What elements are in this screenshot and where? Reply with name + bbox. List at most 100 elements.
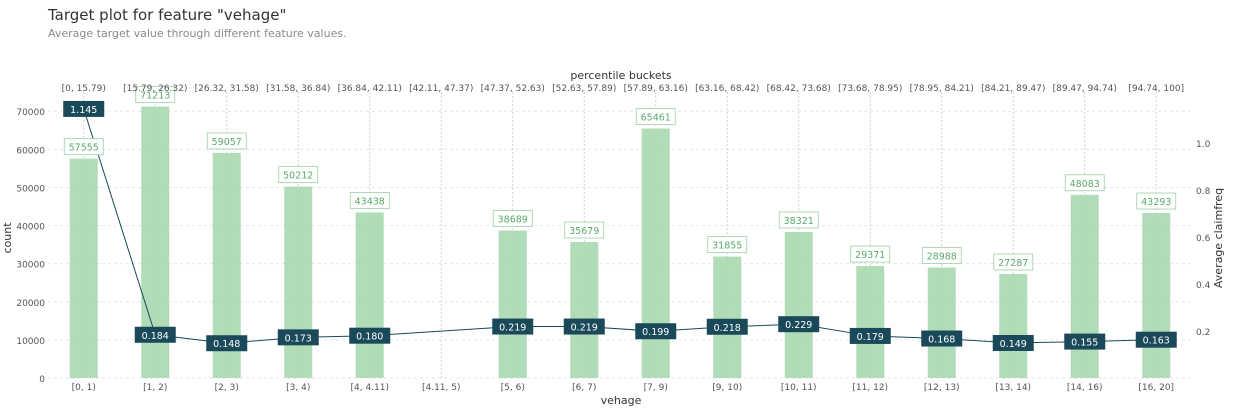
x-tick-label: [12, 13)	[924, 383, 960, 393]
y-tick-label: 60000	[16, 146, 45, 156]
y2-tick-label: 0.6	[1196, 234, 1211, 244]
top-tick-label: [42.11, 47.37)	[409, 84, 473, 94]
line-data-label: 0.163	[1143, 336, 1170, 347]
top-tick-label: [89.47, 94.74)	[1053, 84, 1117, 94]
bar	[284, 186, 313, 378]
x-tick-label: [10, 11)	[781, 383, 817, 393]
bar	[927, 267, 956, 378]
top-tick-label: [15.79, 26.32)	[123, 84, 187, 94]
x-tick-label: [14, 16)	[1067, 383, 1103, 393]
top-tick-label: [31.58, 36.84)	[266, 84, 330, 94]
bar-label-box	[635, 108, 676, 125]
line-data-label: 0.149	[1000, 339, 1027, 350]
top-tick-label: [68.42, 73.68)	[767, 84, 831, 94]
x-tick-label: [1, 2)	[143, 383, 167, 393]
bar	[713, 256, 742, 378]
y2-tick-label: 0.4	[1196, 281, 1211, 291]
bar	[355, 212, 384, 378]
bar-label-box	[1064, 174, 1105, 192]
bar-data-label: 31855	[712, 241, 742, 252]
bar-label-box	[349, 192, 390, 209]
x-tick-label: [11, 12)	[852, 383, 888, 393]
line-label-box	[349, 327, 391, 344]
bar-data-label: 43293	[1141, 197, 1171, 208]
x-tick-label: [4, 4.11)	[350, 383, 389, 393]
y-tick-label: 0	[39, 375, 45, 385]
x-axis-label: vehage	[601, 394, 642, 407]
bar	[999, 274, 1028, 378]
bar-data-label: 57555	[69, 143, 99, 154]
y-tick-label: 50000	[16, 184, 45, 194]
bar-label-box	[707, 236, 748, 254]
top-tick-label: [52.63, 57.89)	[552, 84, 616, 94]
line-data-label: 0.229	[785, 320, 812, 331]
bar-label-box	[993, 253, 1034, 271]
y2-axis-label: Average claimfreq	[1212, 188, 1225, 288]
bar-label-box	[1136, 192, 1177, 210]
chart-title: Target plot for feature "vehage"	[48, 6, 287, 24]
bar-data-label: 59057	[212, 137, 242, 148]
bar-label-box	[778, 211, 819, 229]
bar	[1070, 194, 1099, 378]
x-tick-label: [7, 9)	[644, 383, 668, 393]
line-data-label: 1.145	[70, 105, 97, 116]
bar-data-label: 50212	[283, 171, 313, 182]
bar-data-label: 48083	[1070, 179, 1100, 190]
line-data-label: 0.218	[714, 323, 741, 334]
y-tick-label: 40000	[16, 223, 45, 233]
bar-data-label: 28988	[927, 252, 957, 263]
y-tick-label: 30000	[16, 261, 45, 271]
line-label-box	[1135, 331, 1177, 348]
bar-data-label: 71213	[140, 91, 170, 102]
bar-data-label: 65461	[641, 113, 671, 124]
bar	[69, 158, 98, 378]
axes-layer: 0 10000 20000 30000 40000 50000 60000 70000 0.2 0…	[16, 84, 1210, 393]
line-label-box	[277, 329, 319, 346]
bar-data-label: 35679	[569, 226, 599, 237]
bar	[498, 230, 527, 378]
chart-subtitle: Average target value through different f…	[48, 27, 347, 40]
top-tick-label: [73.68, 78.95)	[838, 84, 902, 94]
bar	[784, 231, 813, 378]
bar-data-label: 27287	[998, 258, 1028, 269]
top-tick-label: [78.95, 84.21)	[910, 84, 974, 94]
grid-layer	[48, 92, 1192, 379]
line-label-box	[992, 334, 1034, 351]
labels-layer: 57555 71213 59057 50212 43438 38689 35679 65461…	[63, 86, 1177, 352]
bar-label-box	[850, 245, 891, 263]
bar-data-label: 43438	[355, 196, 385, 207]
x-tick-label: [5, 6)	[501, 383, 525, 393]
bar-data-label: 29371	[855, 250, 885, 261]
line-label-box	[134, 326, 176, 343]
bar-data-label: 38689	[498, 215, 528, 226]
top-tick-label: [57.89, 63.16)	[624, 84, 688, 94]
line-data-label: 0.219	[571, 323, 598, 334]
line-label-box	[1064, 333, 1106, 350]
line-data-label: 0.173	[285, 333, 312, 344]
bar-label-box	[135, 86, 176, 104]
y2-tick-label: 0.8	[1196, 187, 1211, 197]
bar-label-box	[564, 221, 605, 239]
line-label-box	[492, 318, 534, 335]
line-data-label: 0.155	[1071, 338, 1098, 349]
bar	[1142, 213, 1171, 378]
x-tick-label: [3, 4)	[286, 383, 310, 393]
x-tick-label: [2, 3)	[215, 383, 239, 393]
top-tick-label: [0, 15.79)	[62, 84, 106, 94]
bar-label-box	[921, 247, 962, 264]
x-tick-label: [9, 10)	[712, 383, 742, 393]
line-label-box	[778, 316, 820, 333]
bar-label-box	[278, 166, 319, 184]
top-tick-label: [63.16, 68.42)	[695, 84, 759, 94]
top-tick-label: [47.37, 52.63)	[481, 84, 545, 94]
line-data-label: 0.168	[928, 335, 955, 346]
line-data-label: 0.179	[857, 332, 884, 343]
bar	[570, 242, 599, 378]
line-label-box	[706, 318, 748, 335]
line-data-label: 0.184	[142, 331, 169, 342]
bar-label-box	[63, 138, 104, 156]
x-tick-label: [4.11, 5)	[422, 383, 461, 393]
bar	[641, 128, 670, 378]
y-axis-label: count	[1, 222, 14, 254]
